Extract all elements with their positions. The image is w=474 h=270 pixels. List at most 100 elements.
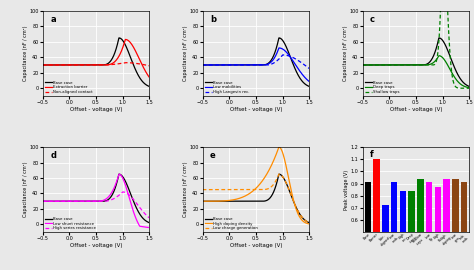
Extraction barrier (83, 63, 89, 67)
Y-axis label: Capacitance (nF / cm²): Capacitance (nF / cm²) (23, 162, 28, 217)
Line: High Langevin rec.: High Langevin rec. (202, 55, 309, 69)
Low shunt resistance (123, 185, 129, 188)
High series resistance (51, 200, 56, 203)
Shallow traps (403, 63, 409, 67)
Shallow traps (466, 87, 472, 90)
Shallow traps (371, 63, 376, 67)
Deep traps (445, 64, 451, 67)
Base case (403, 63, 409, 67)
Base case (51, 63, 56, 67)
High Langevin rec. (306, 67, 312, 70)
Base case (276, 173, 282, 176)
Legend: Base case, High doping density, Low charge generation: Base case, High doping density, Low char… (204, 216, 258, 231)
Deep traps (466, 86, 472, 89)
Extraction barrier (146, 76, 152, 79)
Bar (408, 191, 415, 270)
Deep traps (371, 63, 376, 67)
Base case (123, 181, 129, 184)
High doping density (276, 146, 282, 149)
Base case (443, 45, 449, 48)
Low mobilities (243, 63, 248, 67)
Base case (83, 200, 89, 203)
Base case (306, 85, 312, 88)
Low shunt resistance (87, 200, 92, 203)
Base case (40, 63, 46, 67)
Extraction barrier (113, 59, 119, 62)
Text: f: f (370, 150, 374, 158)
Bar (365, 182, 371, 270)
Line: Low shunt resistance: Low shunt resistance (43, 174, 149, 228)
Y-axis label: Capacitance (nF / cm²): Capacitance (nF / cm²) (182, 26, 188, 81)
Line: Base case: Base case (43, 38, 149, 86)
Bar (374, 159, 380, 270)
Low mobilities (276, 46, 282, 50)
Deep traps (403, 63, 409, 67)
Base case (210, 63, 216, 67)
Base case (247, 200, 253, 203)
Base case (283, 45, 289, 48)
Base case (285, 185, 291, 188)
Shallow traps (360, 63, 365, 67)
Legend: Base case, Deep traps, Shallow traps: Base case, Deep traps, Shallow traps (364, 80, 400, 95)
Base case (283, 181, 289, 184)
High series resistance (83, 200, 89, 203)
Base case (210, 200, 216, 203)
X-axis label: Offset - voltage (V): Offset - voltage (V) (230, 106, 282, 112)
Line: Deep traps: Deep traps (363, 56, 469, 88)
Non-aligned contact (123, 61, 129, 64)
Non-aligned contact (51, 63, 56, 67)
Line: Base case: Base case (363, 38, 469, 86)
Low mobilities (285, 52, 291, 55)
Low charge generation (285, 185, 291, 188)
Base case (360, 63, 365, 67)
Low mobilities (200, 63, 205, 67)
High series resistance (87, 200, 92, 203)
Base case (125, 49, 131, 52)
Text: a: a (50, 15, 56, 24)
Low shunt resistance (146, 226, 152, 229)
Line: Non-aligned contact: Non-aligned contact (43, 63, 149, 66)
Non-aligned contact (113, 63, 119, 66)
X-axis label: Offset - voltage (V): Offset - voltage (V) (70, 243, 122, 248)
Legend: Base case, Low shunt resistance, High series resistance: Base case, Low shunt resistance, High se… (44, 216, 96, 231)
High doping density (285, 173, 291, 176)
Line: Shallow traps: Shallow traps (363, 0, 469, 88)
Deep traps (436, 54, 442, 57)
Base case (306, 221, 312, 224)
Base case (113, 184, 119, 187)
Low charge generation (247, 188, 253, 191)
Base case (83, 63, 89, 67)
High series resistance (125, 192, 131, 195)
Non-aligned contact (123, 61, 128, 64)
Bar (400, 191, 406, 270)
Y-axis label: Capacitance (nF / cm²): Capacitance (nF / cm²) (343, 26, 348, 81)
X-axis label: Offset - voltage (V): Offset - voltage (V) (230, 243, 282, 248)
Extraction barrier (125, 39, 131, 42)
Bar (426, 182, 432, 270)
Base case (466, 85, 472, 88)
High doping density (283, 164, 289, 167)
Line: Base case: Base case (202, 38, 309, 86)
Base case (247, 63, 253, 67)
Extraction barrier (123, 38, 129, 41)
Low mobilities (283, 50, 289, 53)
High Langevin rec. (247, 63, 253, 67)
Base case (200, 63, 205, 67)
Line: Low mobilities: Low mobilities (202, 48, 309, 82)
High Langevin rec. (200, 63, 205, 67)
High Langevin rec. (273, 60, 279, 63)
Base case (87, 63, 92, 67)
High doping density (200, 200, 205, 203)
Low shunt resistance (116, 173, 122, 176)
High series resistance (113, 196, 119, 199)
Text: d: d (50, 151, 56, 160)
Non-aligned contact (125, 61, 131, 64)
Base case (273, 48, 279, 51)
Shallow traps (445, 13, 451, 16)
Base case (273, 184, 279, 187)
Low shunt resistance (51, 200, 56, 203)
Low charge generation (210, 188, 216, 191)
Y-axis label: Peak voltage (V): Peak voltage (V) (344, 170, 349, 210)
Extraction barrier (51, 63, 56, 67)
High series resistance (146, 216, 152, 220)
